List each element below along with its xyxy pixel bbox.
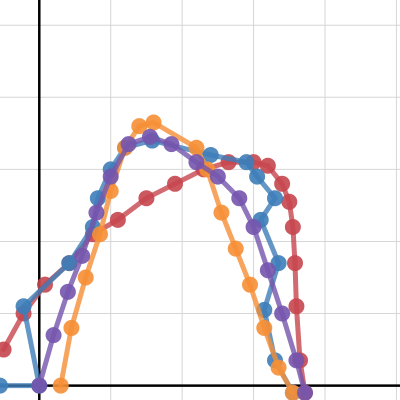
data-point xyxy=(45,327,62,344)
data-point xyxy=(61,255,78,272)
data-point xyxy=(59,283,76,300)
data-point xyxy=(242,276,258,293)
data-point xyxy=(231,190,248,207)
data-point xyxy=(92,226,108,243)
data-point xyxy=(145,114,162,131)
data-point xyxy=(256,319,273,336)
series-layer xyxy=(0,114,313,400)
data-point xyxy=(0,377,8,394)
data-point xyxy=(284,384,301,400)
data-point xyxy=(259,157,276,174)
data-point xyxy=(188,139,205,156)
data-point xyxy=(288,298,305,315)
data-point xyxy=(249,168,266,185)
data-point xyxy=(131,118,148,135)
data-point xyxy=(167,175,183,192)
data-point xyxy=(63,319,80,336)
data-point xyxy=(288,352,305,369)
data-point xyxy=(297,384,313,400)
data-point xyxy=(209,168,226,185)
data-point xyxy=(213,204,230,221)
data-point xyxy=(77,269,94,286)
data-point xyxy=(109,211,126,228)
data-point xyxy=(31,377,48,394)
data-point xyxy=(245,219,262,236)
data-point xyxy=(163,136,180,153)
data-point xyxy=(202,146,219,163)
data-point xyxy=(142,128,158,145)
data-point xyxy=(281,193,298,210)
data-point xyxy=(287,255,303,272)
data-point xyxy=(52,377,69,394)
series-4 xyxy=(31,128,313,400)
data-point xyxy=(74,247,91,264)
data-point xyxy=(259,262,276,279)
data-point xyxy=(120,136,137,153)
data-point xyxy=(188,154,205,171)
data-point xyxy=(270,359,287,376)
data-point xyxy=(0,341,12,358)
series-line xyxy=(0,138,296,396)
series-line xyxy=(58,120,296,396)
data-point xyxy=(284,219,301,236)
data-point xyxy=(274,175,291,192)
data-point xyxy=(15,298,32,315)
data-point xyxy=(138,190,155,207)
data-point xyxy=(102,168,119,185)
data-point xyxy=(88,204,105,221)
data-point xyxy=(227,240,244,257)
data-point xyxy=(274,305,291,322)
data-point xyxy=(267,190,283,207)
data-point xyxy=(238,154,255,171)
